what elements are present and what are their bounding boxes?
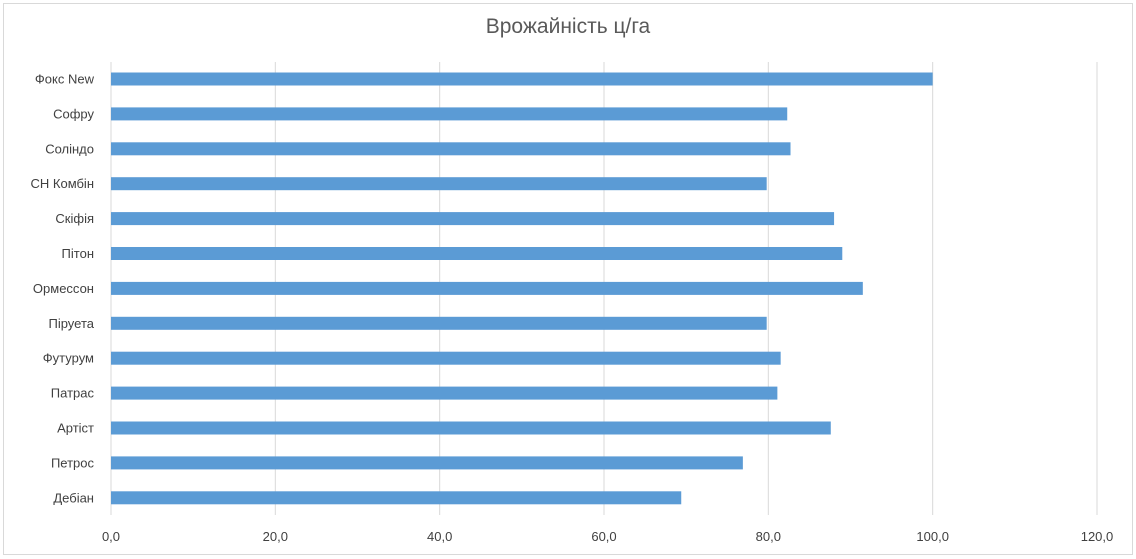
x-tick-label: 20,0 [263, 529, 288, 544]
x-tick-label: 120,0 [1081, 529, 1114, 544]
category-label: Футурум [43, 351, 94, 366]
chart-title: Врожайність ц/га [485, 15, 651, 38]
bar [111, 247, 843, 260]
bar [111, 456, 743, 470]
bar [111, 491, 682, 505]
bar [111, 421, 831, 435]
x-tick-label: 80,0 [756, 529, 781, 544]
bar [111, 212, 835, 226]
category-label: Ормессон [33, 281, 94, 296]
category-label: Піруета [48, 316, 94, 331]
x-tick-label: 0,0 [102, 529, 120, 544]
bar [111, 177, 767, 191]
bar [111, 107, 788, 121]
category-label: СН Комбін [31, 176, 95, 191]
bar [111, 281, 863, 295]
category-label: Дебіан [53, 490, 94, 505]
category-label: Фокс New [35, 72, 95, 87]
x-tick-label: 60,0 [591, 529, 616, 544]
bar [111, 72, 933, 86]
bar [111, 142, 791, 156]
category-label: Софру [53, 106, 94, 121]
category-label: Петрос [51, 455, 95, 470]
category-label: Пітон [62, 246, 94, 261]
category-label: Патрас [51, 386, 95, 401]
category-label: Скіфія [55, 211, 94, 226]
bar [111, 316, 767, 330]
x-tick-label: 100,0 [916, 529, 949, 544]
x-tick-label: 40,0 [427, 529, 452, 544]
category-label: Соліндо [45, 141, 94, 156]
bar [111, 351, 781, 365]
bar [111, 386, 778, 400]
category-label: Артіст [57, 421, 94, 436]
